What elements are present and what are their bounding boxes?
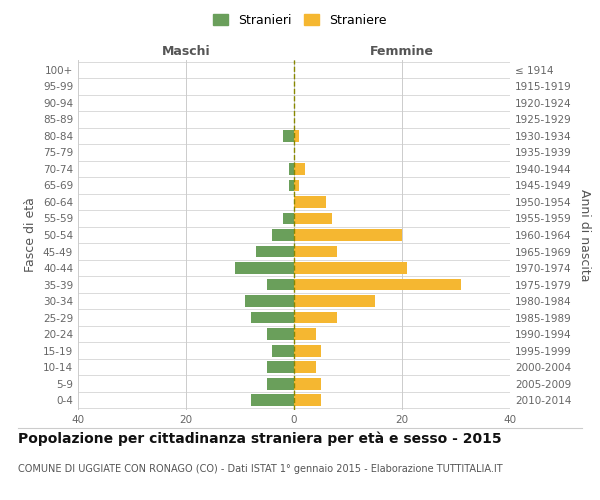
Bar xyxy=(294,295,375,307)
Bar xyxy=(267,278,294,290)
Bar xyxy=(294,394,321,406)
Bar xyxy=(272,344,294,356)
Y-axis label: Anni di nascita: Anni di nascita xyxy=(578,188,591,281)
Text: COMUNE DI UGGIATE CON RONAGO (CO) - Dati ISTAT 1° gennaio 2015 - Elaborazione TU: COMUNE DI UGGIATE CON RONAGO (CO) - Dati… xyxy=(18,464,503,474)
Bar xyxy=(294,328,316,340)
Bar xyxy=(289,180,294,192)
Bar xyxy=(283,212,294,224)
Bar xyxy=(283,130,294,142)
Bar xyxy=(294,212,332,224)
Bar xyxy=(294,344,321,356)
Text: Maschi: Maschi xyxy=(161,44,211,58)
Bar xyxy=(294,246,337,258)
Text: Femmine: Femmine xyxy=(370,44,434,58)
Bar xyxy=(294,163,305,175)
Bar xyxy=(294,361,316,373)
Bar xyxy=(294,278,461,290)
Text: Popolazione per cittadinanza straniera per età e sesso - 2015: Popolazione per cittadinanza straniera p… xyxy=(18,431,502,446)
Bar xyxy=(245,295,294,307)
Bar xyxy=(272,229,294,241)
Bar xyxy=(289,163,294,175)
Bar xyxy=(267,378,294,390)
Bar xyxy=(256,246,294,258)
Bar xyxy=(267,328,294,340)
Bar xyxy=(251,312,294,324)
Bar xyxy=(294,262,407,274)
Bar xyxy=(294,312,337,324)
Bar xyxy=(294,229,402,241)
Bar xyxy=(294,130,299,142)
Bar xyxy=(251,394,294,406)
Bar xyxy=(294,378,321,390)
Y-axis label: Fasce di età: Fasce di età xyxy=(25,198,37,272)
Bar xyxy=(235,262,294,274)
Bar xyxy=(294,196,326,208)
Legend: Stranieri, Straniere: Stranieri, Straniere xyxy=(208,8,392,32)
Bar xyxy=(294,180,299,192)
Bar xyxy=(267,361,294,373)
